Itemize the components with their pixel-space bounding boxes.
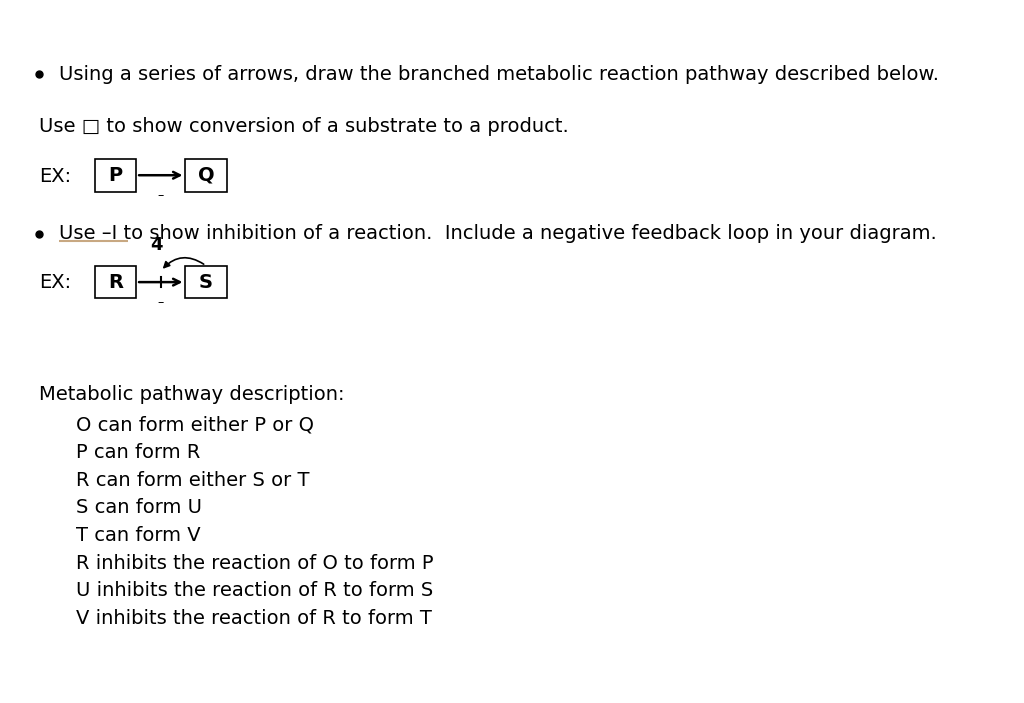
- Text: R: R: [108, 273, 123, 292]
- Text: S: S: [199, 273, 213, 292]
- Text: U inhibits the reaction of R to form S: U inhibits the reaction of R to form S: [76, 581, 433, 600]
- Text: R inhibits the reaction of O to form P: R inhibits the reaction of O to form P: [76, 554, 433, 573]
- Bar: [95, 159, 136, 192]
- Text: P: P: [109, 166, 123, 185]
- Text: S can form U: S can form U: [76, 498, 202, 517]
- Text: Using a series of arrows, draw the branched metabolic reaction pathway described: Using a series of arrows, draw the branc…: [58, 65, 939, 84]
- Text: T can form V: T can form V: [76, 526, 201, 545]
- Text: V inhibits the reaction of R to form T: V inhibits the reaction of R to form T: [76, 609, 432, 628]
- Text: Use □ to show conversion of a substrate to a product.: Use □ to show conversion of a substrate …: [39, 117, 568, 136]
- Bar: [185, 266, 226, 299]
- Text: Q: Q: [198, 166, 214, 185]
- Bar: [185, 159, 226, 192]
- Text: Use –I to show inhibition of a reaction.  Include a negative feedback loop in yo: Use –I to show inhibition of a reaction.…: [58, 224, 936, 243]
- Text: R can form either S or T: R can form either S or T: [76, 471, 309, 490]
- Text: Metabolic pathway description:: Metabolic pathway description:: [39, 385, 344, 404]
- Text: EX:: EX:: [39, 273, 71, 292]
- Bar: [95, 266, 136, 299]
- Text: –: –: [158, 296, 164, 309]
- Text: 4: 4: [151, 236, 163, 254]
- Text: P can form R: P can form R: [76, 444, 201, 463]
- Text: –: –: [158, 188, 164, 202]
- Text: O can form either P or Q: O can form either P or Q: [76, 415, 313, 434]
- Text: EX:: EX:: [39, 167, 71, 186]
